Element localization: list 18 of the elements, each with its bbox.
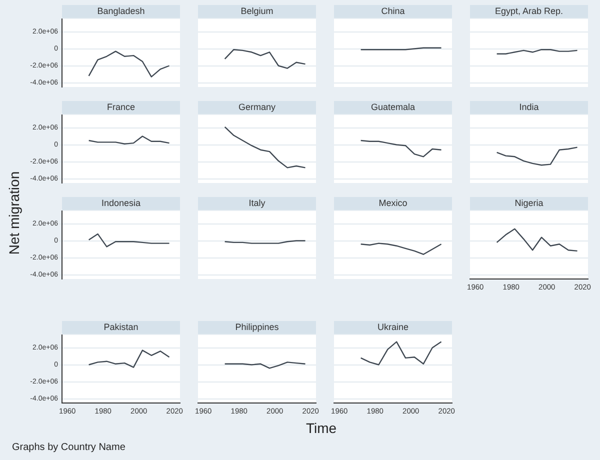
chart-title: Philippines [198, 321, 316, 334]
chart-title: Ukraine [334, 321, 452, 334]
chart-title: Italy [198, 197, 316, 210]
chart-title: China [334, 5, 452, 18]
text: Graphs by Country Name [12, 442, 126, 453]
chart-title: Nigeria [470, 197, 588, 210]
x-axis-title: Time [306, 420, 337, 436]
chart-title: Bangladesh [62, 5, 180, 18]
chart-title: Mexico [334, 197, 452, 210]
chart-title: Egypt, Arab Rep. [470, 5, 588, 18]
chart-title: Guatemala [334, 101, 452, 114]
chart-title: France [62, 101, 180, 114]
chart-title: Pakistan [62, 321, 180, 334]
chart-title: Belgium [198, 5, 316, 18]
chart-title: Indonesia [62, 197, 180, 210]
y-axis-title: Net migration [6, 170, 22, 257]
chart-title: Germany [198, 101, 316, 114]
chart-title: India [470, 101, 588, 114]
